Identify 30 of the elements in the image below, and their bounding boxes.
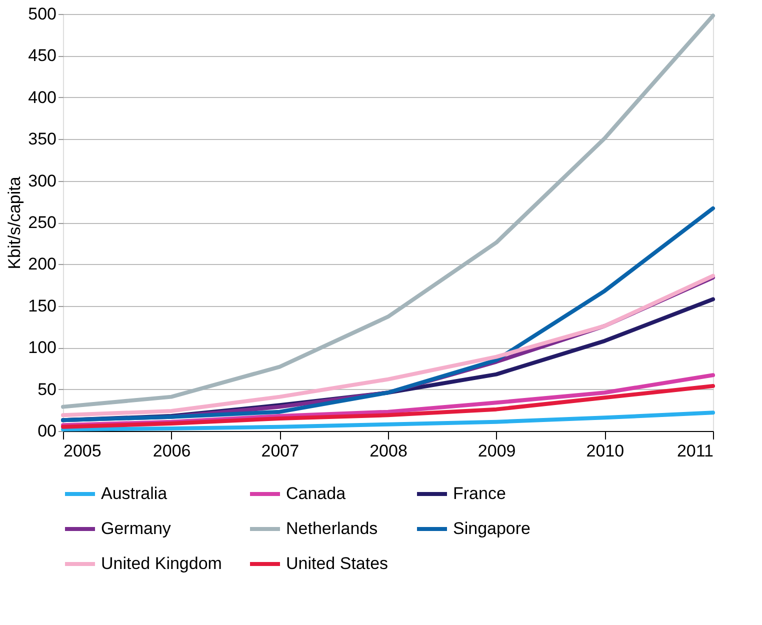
legend-label: United Kingdom <box>101 554 222 573</box>
x-tick-label: 2011 <box>676 442 714 460</box>
y-tick-label: 350 <box>28 130 56 149</box>
line-series <box>61 384 715 429</box>
x-tick-label: 2007 <box>261 442 300 460</box>
y-tick-label: 500 <box>28 4 56 24</box>
y-tick-label: 50 <box>38 380 56 399</box>
legend-label: Canada <box>286 484 346 503</box>
y-tick-label: 00 <box>38 422 56 440</box>
x-tick-label: 2010 <box>586 442 624 460</box>
legend-label: France <box>453 484 506 503</box>
legend-label: Singapore <box>453 519 531 538</box>
y-tick-label: 400 <box>28 88 56 107</box>
x-tick-label: 2008 <box>370 442 408 460</box>
y-tick-label: 100 <box>28 338 56 358</box>
y-tick-label: 200 <box>28 254 56 274</box>
x-tick-label: 2009 <box>478 442 516 460</box>
y-tick-label: 250 <box>28 213 56 232</box>
legend-label: Netherlands <box>286 519 378 538</box>
x-tick-label: 2005 <box>64 442 102 460</box>
y-axis-title: Kbit/s/capita <box>5 176 24 270</box>
y-tick-label: 150 <box>28 296 56 316</box>
line-series <box>61 14 715 409</box>
x-tick-label: 2006 <box>152 442 191 460</box>
legend-label: Australia <box>101 484 168 503</box>
legend-label: United States <box>286 554 388 573</box>
line-series <box>61 206 715 422</box>
legend-label: Germany <box>101 519 172 538</box>
y-tick-label: 300 <box>28 171 56 190</box>
y-tick-label: 450 <box>28 46 56 66</box>
